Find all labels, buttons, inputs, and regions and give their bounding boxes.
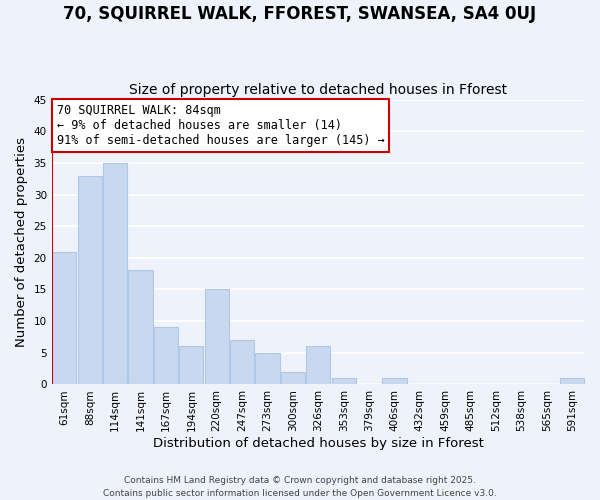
- Bar: [560, 378, 584, 384]
- Bar: [179, 346, 203, 385]
- Bar: [281, 372, 305, 384]
- Bar: [52, 252, 76, 384]
- X-axis label: Distribution of detached houses by size in Fforest: Distribution of detached houses by size …: [153, 437, 484, 450]
- Y-axis label: Number of detached properties: Number of detached properties: [15, 137, 28, 347]
- Bar: [382, 378, 407, 384]
- Bar: [332, 378, 356, 384]
- Bar: [205, 290, 229, 384]
- Bar: [230, 340, 254, 384]
- Bar: [103, 163, 127, 384]
- Text: 70 SQUIRREL WALK: 84sqm
← 9% of detached houses are smaller (14)
91% of semi-det: 70 SQUIRREL WALK: 84sqm ← 9% of detached…: [57, 104, 385, 147]
- Text: 70, SQUIRREL WALK, FFOREST, SWANSEA, SA4 0UJ: 70, SQUIRREL WALK, FFOREST, SWANSEA, SA4…: [64, 5, 536, 23]
- Bar: [77, 176, 102, 384]
- Bar: [256, 353, 280, 384]
- Bar: [154, 328, 178, 384]
- Bar: [128, 270, 152, 384]
- Text: Contains HM Land Registry data © Crown copyright and database right 2025.
Contai: Contains HM Land Registry data © Crown c…: [103, 476, 497, 498]
- Title: Size of property relative to detached houses in Fforest: Size of property relative to detached ho…: [129, 83, 508, 97]
- Bar: [306, 346, 331, 385]
